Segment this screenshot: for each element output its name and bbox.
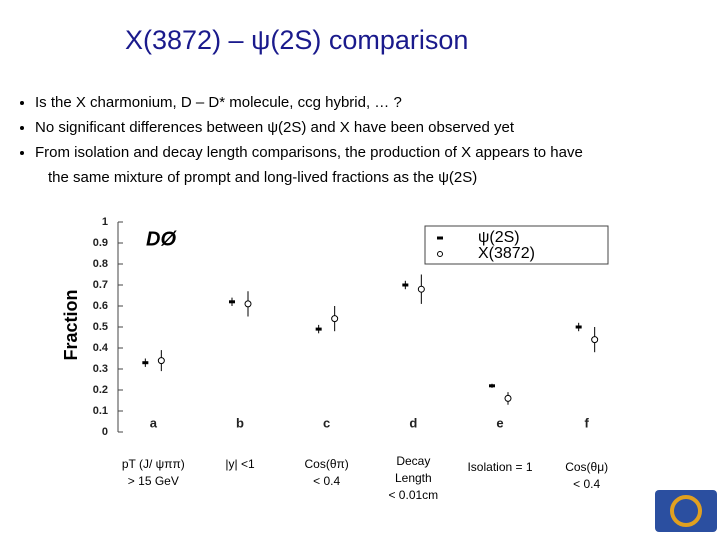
y-tick-label: 0 <box>102 426 108 438</box>
legend-label: X(3872) <box>478 245 535 262</box>
y-tick-label: 0.6 <box>93 300 108 312</box>
x-tick-label: a <box>150 415 158 430</box>
legend-marker <box>437 251 443 257</box>
legend-label: ψ(2S) <box>478 229 520 246</box>
marker <box>402 283 409 287</box>
criterion-text: Isolation = 1 <box>467 460 532 474</box>
criterion-text: < 0.4 <box>313 474 340 488</box>
x-tick-label: e <box>496 415 503 430</box>
marker <box>504 394 512 402</box>
bullet-dot <box>20 151 24 155</box>
x-tick-label: b <box>236 415 244 430</box>
y-tick-label: 1 <box>102 216 108 228</box>
criterion-text: |y| <1 <box>225 457 255 471</box>
bullet-dot <box>20 126 24 130</box>
marker <box>244 300 252 308</box>
y-tick-label: 0.1 <box>93 405 108 417</box>
bullet-text: the same mixture of prompt and long-live… <box>48 169 477 186</box>
criterion-text: pT (J/ ψππ) <box>122 457 185 471</box>
criterion-text: Length <box>395 471 432 485</box>
marker <box>417 285 425 293</box>
bullet-text: Is the X charmonium, D – D* molecule, cc… <box>35 94 402 111</box>
marker <box>157 357 165 365</box>
marker <box>229 300 235 304</box>
criterion-text: < 0.01cm <box>388 488 438 502</box>
marker <box>142 361 149 365</box>
marker <box>315 327 322 331</box>
legend-box <box>424 225 609 265</box>
y-tick-label: 0.5 <box>93 321 108 333</box>
y-axis-label: Fraction <box>61 289 81 360</box>
criterion-text: Cos(θμ) <box>565 460 608 474</box>
x-tick-label: d <box>409 415 417 430</box>
marker <box>331 315 339 323</box>
marker <box>591 336 599 344</box>
y-tick-label: 0.4 <box>93 342 109 354</box>
bullet-text: From isolation and decay length comparis… <box>35 144 583 161</box>
y-tick-label: 0.9 <box>93 237 108 249</box>
criterion-text: < 0.4 <box>573 477 600 491</box>
x-tick-label: c <box>323 415 330 430</box>
y-tick-label: 0.2 <box>93 384 108 396</box>
y-tick-label: 0.3 <box>93 363 108 375</box>
marker <box>489 384 495 388</box>
experiment-label: DØ <box>146 228 177 250</box>
y-tick-label: 0.7 <box>93 279 108 291</box>
criterion-text: > 15 GeV <box>128 474 179 488</box>
criterion-text: Cos(θπ) <box>305 457 349 471</box>
legend-marker <box>437 236 443 240</box>
slide-title: X(3872) – ψ(2S) comparison <box>125 25 468 55</box>
x-tick-label: f <box>584 415 589 430</box>
y-tick-label: 0.8 <box>93 258 108 270</box>
bullet-dot <box>20 101 24 105</box>
marker <box>575 325 582 329</box>
criterion-text: Decay <box>396 454 430 468</box>
bullet-text: No significant differences between ψ(2S)… <box>35 119 515 136</box>
logo <box>655 490 717 532</box>
